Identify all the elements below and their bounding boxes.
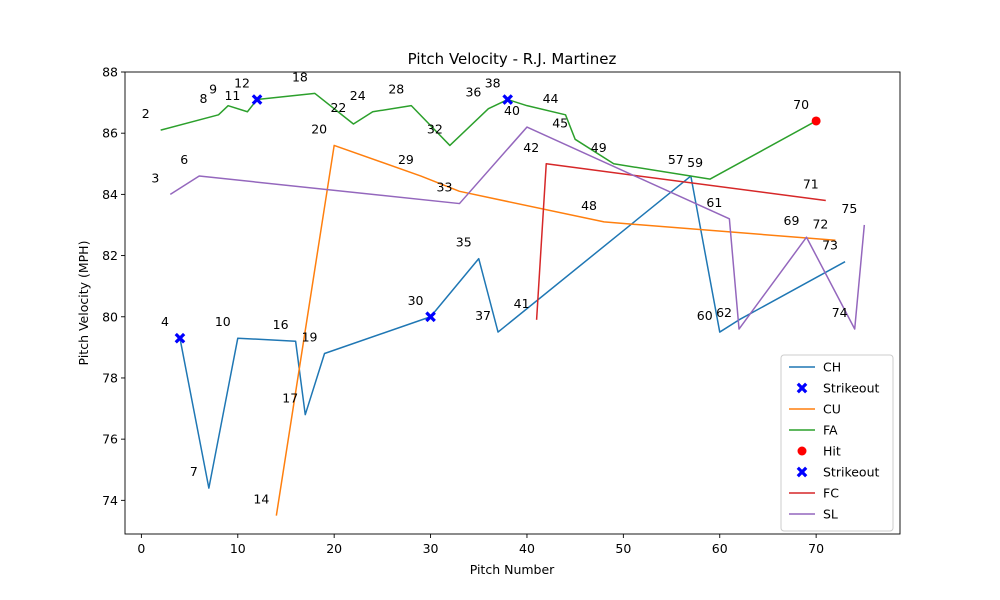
point-label: 29 (398, 152, 414, 167)
chart-title: Pitch Velocity - R.J. Martinez (408, 50, 617, 68)
legend-label: Hit (823, 444, 841, 459)
point-label: 38 (485, 76, 501, 91)
legend-label: Strikeout (823, 465, 880, 480)
y-tick-label: 88 (102, 65, 118, 80)
y-axis: 74 76 78 80 82 84 86 88 (102, 65, 125, 508)
x-tick-label: 60 (712, 541, 728, 556)
point-label: 59 (687, 155, 703, 170)
point-label: 61 (706, 195, 722, 210)
point-label: 74 (832, 305, 848, 320)
legend-label: FA (823, 423, 838, 438)
y-tick-label: 74 (102, 493, 118, 508)
y-tick-label: 80 (102, 309, 118, 324)
series-line-cu (275, 144, 836, 516)
legend-box (780, 354, 894, 532)
legend-label: FC (823, 486, 839, 501)
legend-swatch-strikeout (796, 466, 808, 478)
strikeout-marker (251, 94, 263, 105)
point-label: 22 (330, 100, 346, 115)
x-tick-label: 30 (423, 541, 439, 556)
point-label: 75 (841, 201, 857, 216)
point-label: 18 (292, 69, 308, 84)
y-tick-label: 84 (102, 187, 118, 202)
x-tick-label: 10 (230, 541, 246, 556)
legend-swatch-hit (797, 446, 807, 456)
point-label: 2 (142, 106, 150, 121)
point-label: 49 (591, 140, 607, 155)
point-label: 41 (514, 296, 530, 311)
x-axis: 0 10 20 30 40 50 60 70 (137, 534, 824, 556)
point-label: 32 (427, 121, 443, 136)
point-label: 33 (437, 180, 453, 195)
plot-frame (124, 71, 901, 535)
point-label: 44 (543, 91, 559, 106)
point-label: 24 (350, 88, 366, 103)
legend-label: CU (823, 402, 841, 417)
y-tick-label: 78 (102, 370, 118, 385)
point-label: 71 (803, 177, 819, 192)
point-label: 28 (388, 82, 404, 97)
point-label: 12 (234, 76, 250, 91)
strikeout-marker (502, 94, 514, 105)
point-label: 72 (812, 216, 828, 231)
point-label: 37 (475, 308, 491, 323)
point-label: 45 (552, 115, 568, 130)
point-label: 30 (408, 293, 424, 308)
x-tick-label: 40 (519, 541, 535, 556)
point-label: 6 (180, 152, 188, 167)
point-label: 9 (209, 82, 217, 97)
point-label: 3 (151, 170, 159, 185)
y-tick-label: 82 (102, 248, 118, 263)
point-label: 48 (581, 198, 597, 213)
point-label: 14 (253, 492, 269, 507)
point-label: 8 (200, 91, 208, 106)
point-label: 62 (716, 305, 732, 320)
point-label: 69 (784, 213, 800, 228)
point-label: 40 (504, 103, 520, 118)
series-line-fa (160, 92, 817, 180)
x-axis-label: Pitch Number (470, 562, 555, 577)
series-line-sl (169, 126, 866, 330)
point-label: 10 (215, 314, 231, 329)
legend-label: Strikeout (823, 381, 880, 396)
strikeout-marker (174, 332, 186, 344)
y-axis-label: Pitch Velocity (MPH) (76, 241, 91, 366)
x-tick-label: 20 (326, 541, 342, 556)
x-tick-label: 50 (615, 541, 631, 556)
point-label: 20 (311, 121, 327, 136)
point-label: 60 (697, 308, 713, 323)
point-label: 70 (793, 97, 809, 112)
point-label: 35 (456, 235, 472, 250)
point-label: 4 (161, 314, 169, 329)
hit-marker (811, 116, 821, 126)
point-label: 42 (523, 140, 539, 155)
x-tick-label: 0 (137, 541, 145, 556)
legend-label: CH (823, 360, 841, 375)
y-tick-label: 76 (102, 432, 118, 447)
legend-label: SL (823, 507, 838, 522)
point-label: 17 (282, 391, 298, 406)
series-line-fc (535, 163, 826, 320)
point-label: 19 (302, 329, 318, 344)
strikeout-marker (425, 311, 436, 323)
legend-swatch-strikeout (796, 382, 808, 394)
y-tick-label: 86 (102, 126, 118, 141)
point-label: 11 (224, 88, 240, 103)
point-label: 57 (668, 152, 684, 167)
legend: CH Strikeout CU FA Hit Strikeout FC SL (780, 354, 894, 532)
point-label: 36 (465, 85, 481, 100)
point-label: 7 (190, 464, 198, 479)
point-label: 73 (822, 238, 838, 253)
x-tick-label: 70 (808, 541, 824, 556)
point-label: 16 (273, 317, 289, 332)
